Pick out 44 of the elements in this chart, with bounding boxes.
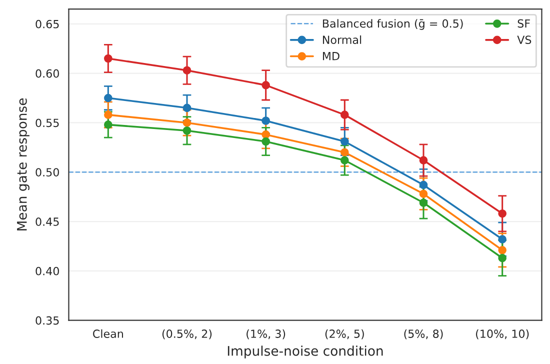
legend-label: Normal	[322, 35, 362, 44]
y-tick-label: 0.55	[36, 118, 59, 128]
point	[104, 110, 112, 119]
point	[104, 94, 112, 102]
point	[104, 120, 112, 129]
legend-label: VS	[517, 36, 532, 44]
point	[498, 254, 506, 262]
point	[182, 118, 192, 127]
point	[262, 81, 270, 90]
point	[104, 54, 112, 63]
point	[182, 126, 192, 135]
x-axis-title: Impulse-noise condition	[228, 346, 383, 358]
point	[419, 198, 428, 207]
point	[262, 130, 270, 139]
point	[262, 116, 270, 125]
point	[498, 246, 506, 254]
x-tick-label: (2%, 5)	[325, 329, 364, 340]
point	[498, 209, 506, 218]
point	[340, 148, 349, 157]
y-axis-title: Mean gate response	[17, 98, 30, 230]
y-tick-label: 0.65	[36, 20, 59, 28]
point	[419, 180, 428, 190]
x-tick-label: (0.5%, 2)	[162, 329, 212, 340]
point	[340, 156, 349, 164]
point	[262, 137, 270, 146]
y-tick-label: 0.40	[36, 266, 59, 276]
point	[340, 137, 349, 146]
legend-label: Balanced fusion (ḡ = 0.5)	[322, 19, 463, 30]
x-tick-label: Clean	[93, 329, 123, 338]
point	[340, 110, 349, 119]
x-tick-label: (5%, 8)	[404, 329, 443, 340]
y-tick-label: 0.50	[36, 168, 59, 176]
y-tick-label: 0.35	[36, 316, 59, 325]
point	[498, 235, 506, 244]
y-tick-label: 0.60	[36, 69, 59, 78]
x-tick-label: (1%, 3)	[246, 329, 286, 340]
x-tick-label: (10%, 10)	[476, 329, 529, 340]
point	[182, 66, 192, 75]
legend-label: SF	[518, 19, 530, 28]
legend-label: MD	[322, 52, 340, 60]
point	[419, 190, 428, 198]
y-tick-label: 0.45	[36, 217, 59, 226]
point	[182, 104, 192, 112]
point	[419, 156, 428, 164]
